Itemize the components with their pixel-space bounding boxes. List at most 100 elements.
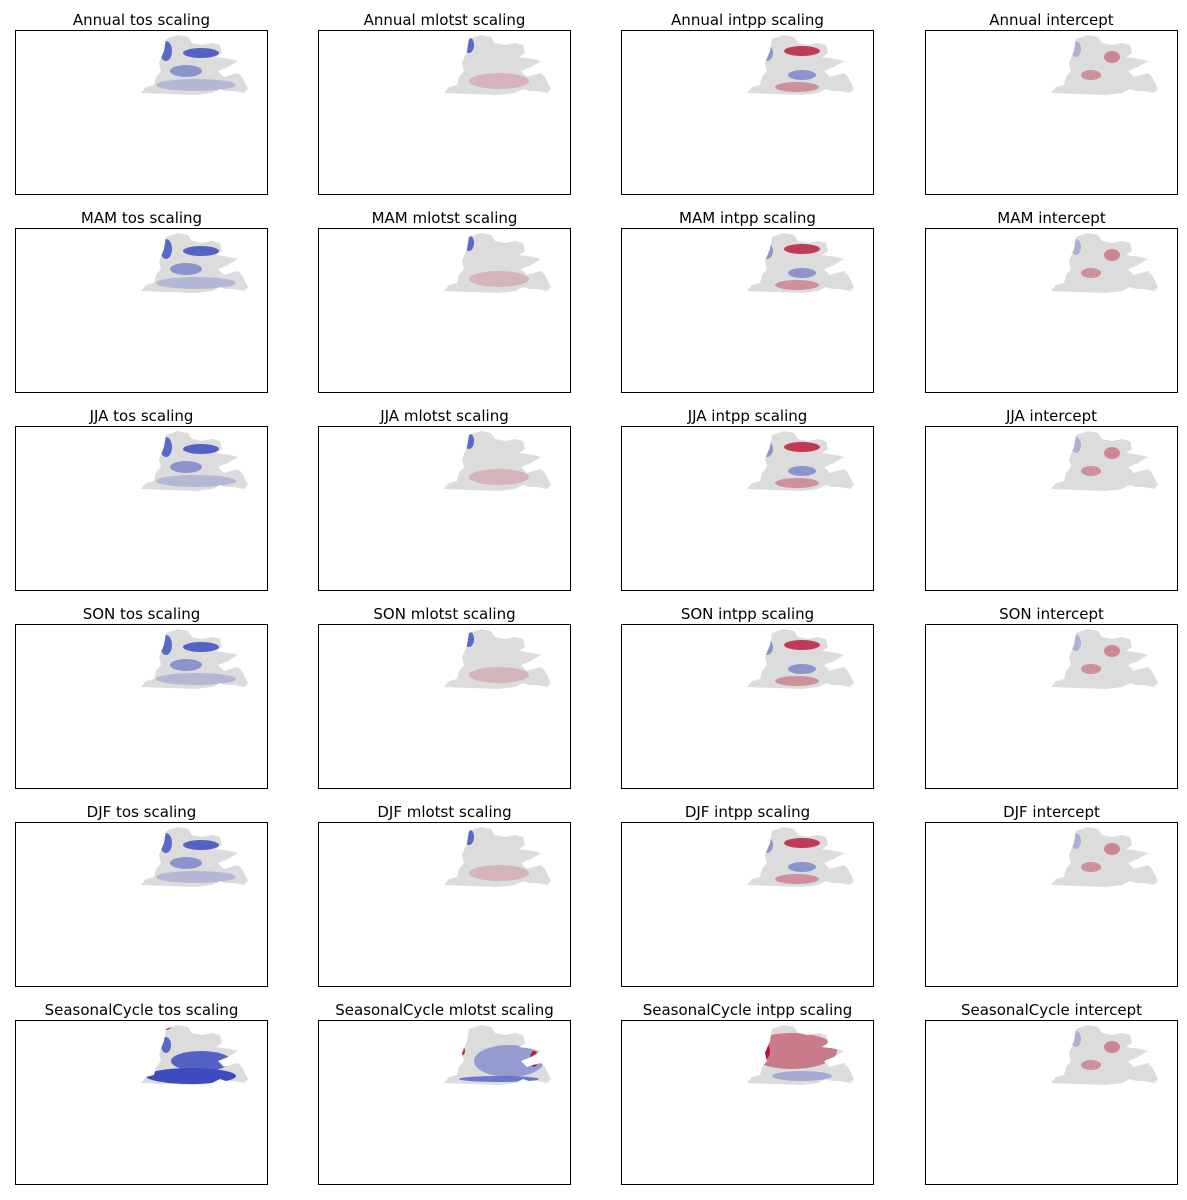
map-heatmap bbox=[444, 431, 551, 491]
map-field-patch bbox=[784, 838, 820, 848]
panel-title: JJA tos scaling bbox=[89, 407, 194, 425]
map-field-patch bbox=[775, 82, 819, 92]
panel-title: SON intpp scaling bbox=[680, 605, 815, 623]
map-axes bbox=[15, 822, 268, 987]
map-axes bbox=[621, 624, 874, 789]
map-field-patch bbox=[1081, 70, 1101, 80]
map-field-patch bbox=[1071, 239, 1081, 255]
panel-title: JJA intercept bbox=[1005, 407, 1098, 425]
map-field-patch bbox=[170, 659, 202, 671]
map-field-patch bbox=[775, 874, 819, 884]
map-panel: JJA tos scaling bbox=[15, 406, 268, 591]
map-field-patch bbox=[183, 444, 219, 454]
map-field-patch bbox=[161, 1037, 171, 1053]
panel-title: Annual mlotst scaling bbox=[363, 11, 526, 29]
map-field-patch bbox=[170, 857, 202, 869]
map-panel: Annual intpp scaling bbox=[621, 10, 874, 195]
ocean-mask bbox=[747, 629, 854, 689]
map-panel: JJA intercept bbox=[925, 406, 1178, 591]
panel-title: JJA intpp scaling bbox=[687, 407, 808, 425]
panel-title: SeasonalCycle mlotst scaling bbox=[335, 1001, 554, 1019]
map-heatmap bbox=[141, 629, 248, 689]
map-field-patch bbox=[183, 642, 219, 652]
map-field-patch bbox=[1104, 645, 1120, 657]
panel-title: Annual intercept bbox=[989, 11, 1114, 29]
map-axes bbox=[925, 30, 1178, 195]
map-heatmap bbox=[1051, 431, 1158, 491]
panel-title: SeasonalCycle tos scaling bbox=[44, 1001, 239, 1019]
map-heatmap bbox=[141, 35, 248, 95]
map-field-patch bbox=[170, 65, 202, 77]
map-heatmap bbox=[747, 431, 854, 491]
map-field-patch bbox=[784, 46, 820, 56]
map-field-patch bbox=[156, 871, 236, 883]
map-axes bbox=[15, 426, 268, 591]
map-field-patch bbox=[1071, 1031, 1081, 1047]
map-axes bbox=[318, 30, 571, 195]
ocean-mask bbox=[1051, 827, 1158, 887]
map-field-patch bbox=[170, 263, 202, 275]
map-axes bbox=[621, 30, 874, 195]
map-field-patch bbox=[828, 1033, 836, 1049]
panel-title: SON tos scaling bbox=[82, 605, 201, 623]
map-field-patch bbox=[171, 1051, 231, 1071]
map-field-patch bbox=[772, 1071, 832, 1081]
map-panel: MAM intercept bbox=[925, 208, 1178, 393]
map-panel: JJA mlotst scaling bbox=[318, 406, 571, 591]
map-heatmap bbox=[747, 233, 854, 293]
map-field-patch bbox=[788, 70, 816, 80]
map-field-patch bbox=[761, 837, 773, 853]
map-field-patch bbox=[160, 437, 172, 457]
map-field-patch bbox=[788, 268, 816, 278]
map-panel: JJA intpp scaling bbox=[621, 406, 874, 591]
map-axes bbox=[318, 822, 571, 987]
map-field-patch bbox=[1081, 268, 1101, 278]
ocean-mask bbox=[1051, 1025, 1158, 1085]
map-field-patch bbox=[156, 475, 236, 487]
map-heatmap bbox=[444, 35, 551, 95]
panel-title: SeasonalCycle intercept bbox=[960, 1001, 1143, 1019]
map-field-patch bbox=[530, 1051, 538, 1067]
panel-title: DJF tos scaling bbox=[86, 803, 197, 821]
map-field-patch bbox=[784, 442, 820, 452]
panel-title: JJA mlotst scaling bbox=[380, 407, 509, 425]
map-field-patch bbox=[775, 478, 819, 488]
map-field-patch bbox=[788, 862, 816, 872]
panel-title: SON intercept bbox=[999, 605, 1104, 623]
map-axes bbox=[318, 426, 571, 591]
map-field-patch bbox=[183, 840, 219, 850]
map-field-patch bbox=[453, 1045, 465, 1057]
map-field-patch bbox=[761, 441, 773, 457]
panel-title: SON mlotst scaling bbox=[373, 605, 516, 623]
map-heatmap bbox=[1051, 1025, 1158, 1085]
map-field-patch bbox=[464, 37, 474, 53]
map-panel: MAM mlotst scaling bbox=[318, 208, 571, 393]
map-field-patch bbox=[459, 1076, 539, 1082]
map-field-patch bbox=[761, 639, 773, 655]
map-axes bbox=[925, 822, 1178, 987]
map-field-patch bbox=[1104, 249, 1120, 261]
map-field-patch bbox=[784, 640, 820, 650]
map-field-patch bbox=[464, 829, 474, 845]
map-panel: MAM tos scaling bbox=[15, 208, 268, 393]
map-panel: SeasonalCycle intpp scaling bbox=[621, 1000, 874, 1185]
map-heatmap bbox=[444, 629, 551, 689]
map-field-patch bbox=[469, 271, 529, 287]
map-field-patch bbox=[464, 631, 474, 647]
map-field-patch bbox=[146, 1068, 236, 1084]
map-field-patch bbox=[1081, 466, 1101, 476]
map-panel: MAM intpp scaling bbox=[621, 208, 874, 393]
map-field-patch bbox=[156, 277, 236, 289]
panel-title: DJF mlotst scaling bbox=[377, 803, 512, 821]
ocean-mask bbox=[444, 1025, 551, 1085]
map-field-patch bbox=[1071, 833, 1081, 849]
map-axes bbox=[925, 1020, 1178, 1185]
map-panel: SeasonalCycle tos scaling bbox=[15, 1000, 268, 1185]
map-field-patch bbox=[1081, 664, 1101, 674]
map-field-patch bbox=[160, 239, 172, 259]
ocean-mask bbox=[1051, 233, 1158, 293]
map-field-patch bbox=[1081, 1060, 1101, 1070]
map-panel: SeasonalCycle intercept bbox=[925, 1000, 1178, 1185]
map-panel: Annual intercept bbox=[925, 10, 1178, 195]
ocean-mask bbox=[747, 35, 854, 95]
